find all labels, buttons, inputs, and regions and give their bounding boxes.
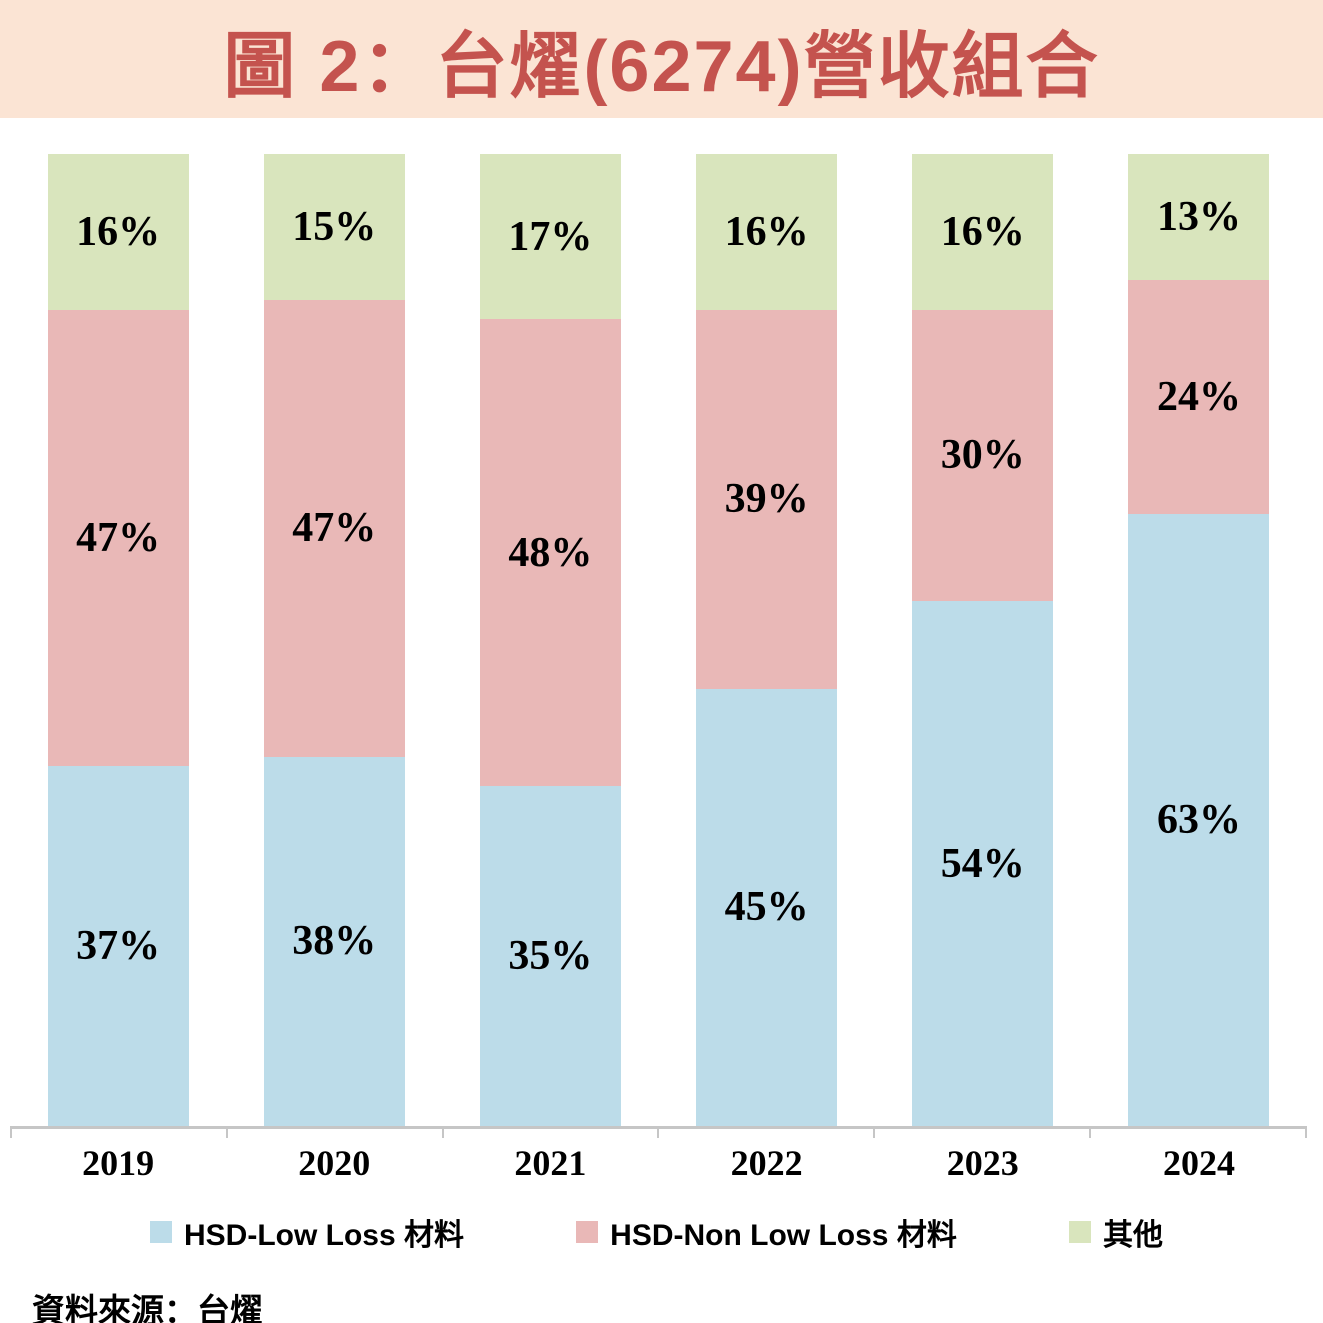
bar-slot: 45% 39% 16%: [659, 154, 875, 1126]
axis-tick: [1304, 1129, 1307, 1138]
bar-column: 38% 47% 15%: [263, 154, 405, 1126]
value-label: 48%: [508, 529, 593, 576]
axis-ticks: [10, 1129, 1307, 1138]
bar-segment: 48%: [479, 319, 621, 786]
value-label: 15%: [292, 203, 377, 250]
legend-item: HSD-Low Loss 材料: [150, 1210, 464, 1254]
value-label: 30%: [940, 432, 1025, 479]
bar-segment: 47%: [47, 309, 189, 767]
x-axis-label: 2021: [514, 1143, 587, 1183]
bar-segment: 54%: [912, 601, 1054, 1126]
x-axis-label: 2024: [1162, 1143, 1235, 1183]
bar-segment: 15%: [263, 154, 405, 300]
value-label: 16%: [940, 208, 1025, 255]
value-label: 38%: [292, 918, 377, 965]
bar-slot: 35% 48% 17%: [442, 154, 658, 1126]
axis-tick: [441, 1129, 444, 1138]
legend-item: 其他: [1068, 1210, 1163, 1254]
bar-segment: 13%: [1128, 154, 1270, 281]
bar-segment: 37%: [47, 766, 189, 1126]
bar-column: 45% 39% 16%: [696, 154, 838, 1126]
bar-column: 37% 47% 16%: [47, 154, 189, 1126]
legend-label: 其他: [1102, 1219, 1163, 1252]
bar-segment: 17%: [479, 154, 621, 320]
legend-label: HSD-Low Loss 材料: [184, 1219, 465, 1252]
title-band: 圖 2：台燿(6274)營收組合: [0, 0, 1323, 118]
x-axis-label: 2020: [298, 1143, 371, 1183]
value-label: 54%: [940, 840, 1025, 887]
bar-slot: 38% 47% 15%: [226, 154, 442, 1126]
axis-tick: [225, 1129, 228, 1138]
bar-slot: 37% 47% 16%: [10, 154, 226, 1126]
x-axis-label: 2022: [730, 1143, 803, 1183]
value-label: 16%: [724, 208, 809, 255]
bar-segment: 16%: [912, 154, 1054, 310]
axis-tick: [873, 1129, 876, 1138]
value-label: 39%: [724, 476, 809, 523]
bar-column: 54% 30% 16%: [912, 154, 1054, 1126]
bar-segment: 47%: [263, 299, 405, 757]
bar-segment: 24%: [1128, 280, 1270, 514]
legend: HSD-Low Loss 材料 HSD-Non Low Loss 材料 其他: [0, 1210, 1323, 1254]
legend-label: HSD-Non Low Loss 材料: [610, 1219, 957, 1252]
legend-swatch: [150, 1221, 172, 1243]
value-label: 24%: [1156, 374, 1241, 420]
bar-segment: 16%: [47, 154, 189, 310]
value-label: 35%: [508, 932, 593, 979]
value-label: 16%: [76, 208, 161, 255]
x-axis-label: 2019: [82, 1143, 155, 1183]
source-note: 資料來源：台燿: [32, 1292, 263, 1323]
axis-tick: [10, 1129, 12, 1138]
legend-swatch: [576, 1221, 599, 1243]
bar-segment: 16%: [696, 154, 838, 310]
bar-slot: 54% 30% 16%: [875, 154, 1091, 1126]
page-title: 圖 2：台燿(6274)營收組合: [223, 26, 1100, 107]
bar-segment: 30%: [912, 309, 1054, 602]
x-axis-label: 2023: [946, 1143, 1019, 1183]
x-axis-labels: 2019 2020 2021 2022 2023 2024: [10, 1142, 1307, 1184]
value-label: 63%: [1156, 796, 1241, 843]
plot-area: 37% 47% 16% 38% 47% 15% 35% 48% 17% 45% 39% 16% 54% 3…: [10, 154, 1307, 1129]
chart-area: 37% 47% 16% 38% 47% 15% 35% 48% 17% 45% 39% 16% 54% 3…: [0, 154, 1323, 1323]
bar-segment: 63%: [1128, 513, 1270, 1126]
value-label: 17%: [508, 213, 593, 260]
legend-swatch: [1068, 1221, 1091, 1243]
legend-item: HSD-Non Low Loss 材料: [576, 1210, 957, 1254]
bar-column: 63% 24% 13%: [1128, 154, 1270, 1126]
bar-segment: 45%: [696, 688, 838, 1126]
value-label: 37%: [76, 923, 161, 970]
bar-segment: 38%: [263, 756, 405, 1126]
bar-column: 35% 48% 17%: [479, 154, 621, 1126]
bar-segment: 35%: [479, 785, 621, 1126]
value-label: 45%: [724, 884, 809, 931]
axis-tick: [657, 1129, 660, 1138]
bar-segment: 39%: [696, 309, 838, 689]
value-label: 13%: [1156, 194, 1241, 241]
value-label: 47%: [292, 505, 377, 552]
axis-tick: [1089, 1129, 1092, 1138]
bar-slot: 63% 24% 13%: [1091, 154, 1307, 1126]
value-label: 47%: [76, 514, 161, 561]
